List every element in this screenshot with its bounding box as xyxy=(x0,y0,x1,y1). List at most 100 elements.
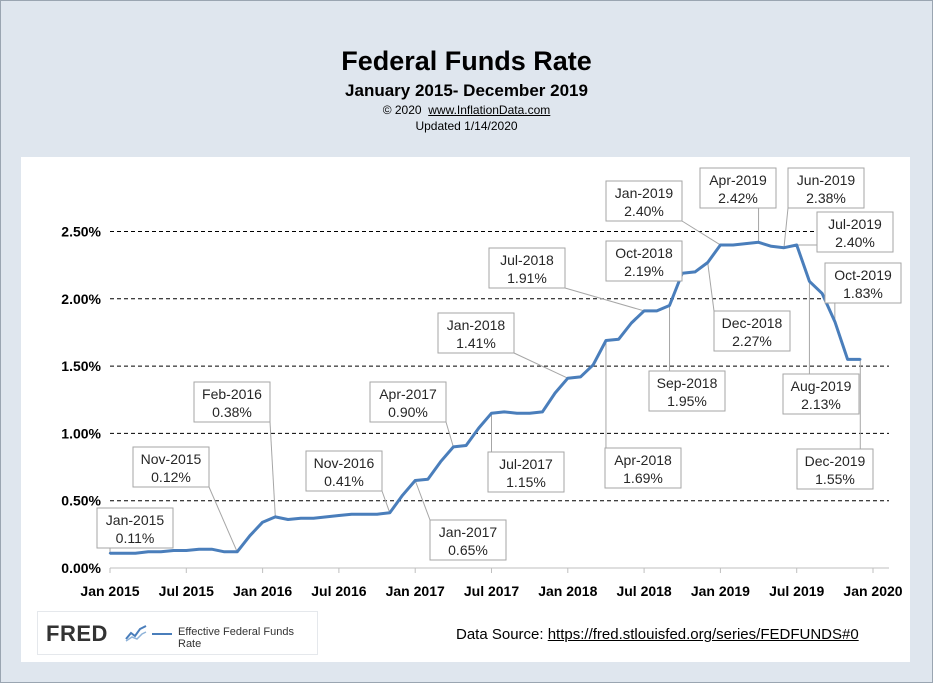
data-source-link[interactable]: https://fred.stlouisfed.org/series/FEDFU… xyxy=(547,626,859,643)
annotation-box xyxy=(824,262,902,304)
data-point xyxy=(553,391,557,395)
data-point xyxy=(515,412,519,415)
data-point xyxy=(706,261,709,264)
series-layer xyxy=(108,240,862,555)
annotation-box xyxy=(604,447,682,489)
annotation-value: 2.38% xyxy=(806,190,846,206)
data-point xyxy=(795,243,798,247)
annotation-value: 2.42% xyxy=(718,190,758,206)
fred-chart-icon xyxy=(124,623,148,643)
annotation-date: Apr-2018 xyxy=(614,452,672,468)
annotation-box xyxy=(605,240,683,282)
data-point xyxy=(541,410,544,414)
annotation-date: Nov-2016 xyxy=(314,455,375,471)
annotation-value: 0.90% xyxy=(388,404,428,420)
data-point xyxy=(604,339,608,342)
annotation-box xyxy=(699,167,777,209)
annotation-leader xyxy=(564,287,645,312)
data-point xyxy=(121,551,124,555)
annotation-value: 2.19% xyxy=(624,263,664,279)
data-point xyxy=(159,550,163,554)
data-point xyxy=(566,377,569,380)
data-point xyxy=(770,245,773,248)
x-tick-label: Jan 2016 xyxy=(233,583,292,599)
annotation-box xyxy=(96,507,174,549)
annotation-date: Oct-2018 xyxy=(615,245,673,261)
data-point xyxy=(846,358,849,361)
annotation-date: Sep-2018 xyxy=(657,375,718,391)
data-point xyxy=(235,550,239,554)
annotation-box xyxy=(429,519,507,561)
annotation-date: Oct-2019 xyxy=(834,267,892,283)
annotation-box xyxy=(787,167,865,209)
data-source: Data Source: https://fred.stlouisfed.org… xyxy=(456,626,859,643)
annotation-value: 0.38% xyxy=(212,404,252,420)
annotation-leader xyxy=(707,262,715,312)
data-point xyxy=(286,518,290,521)
annotation-leader xyxy=(513,352,569,379)
data-point xyxy=(579,375,582,379)
data-point xyxy=(630,321,633,325)
fred-legend-box: FRED Effective Federal Funds Rate xyxy=(37,611,318,655)
annotation-box xyxy=(816,211,894,253)
data-point xyxy=(528,412,531,415)
annotation-box xyxy=(193,381,271,423)
y-tick-label: 1.50% xyxy=(61,358,101,374)
annotation-date: Apr-2019 xyxy=(709,172,767,188)
x-tick-label: Jul 2019 xyxy=(769,583,824,599)
data-point xyxy=(185,549,188,552)
data-point xyxy=(299,516,302,520)
data-point xyxy=(464,444,468,447)
annotation-leader xyxy=(445,421,454,448)
plot-area: 0.00% 0.50% 1.00% 1.50% 2.00% 2.50% Jan 2015 J… xyxy=(21,157,910,662)
annotation-date: Jun-2019 xyxy=(797,172,856,188)
annotation-value: 1.41% xyxy=(456,335,496,351)
data-point xyxy=(693,270,697,274)
data-point xyxy=(108,551,112,555)
copyright-site-link[interactable]: www.InflationData.com xyxy=(428,103,551,117)
data-point xyxy=(388,511,391,515)
data-point xyxy=(477,426,480,430)
x-tick-label: Jan 2015 xyxy=(80,583,139,599)
annotation-value: 1.69% xyxy=(623,470,663,486)
data-point xyxy=(617,337,620,341)
updated-date: Updated 1/14/2020 xyxy=(415,119,518,133)
annotation-value: 2.13% xyxy=(801,396,841,412)
annotation-date: Jul-2018 xyxy=(500,252,554,268)
y-tick-label: 0.00% xyxy=(61,560,101,576)
data-point xyxy=(248,534,252,537)
annotation-callouts: Jan-2015 0.11% Nov-2015 0.12% Feb-2016 0.38% N… xyxy=(96,167,902,561)
annotation-value: 1.91% xyxy=(507,270,547,286)
data-point xyxy=(452,445,455,449)
data-point xyxy=(146,550,150,554)
data-point xyxy=(503,410,506,414)
data-point xyxy=(210,547,213,551)
data-point xyxy=(808,280,811,283)
y-tick-label: 0.50% xyxy=(61,493,101,509)
annotation-value: 2.40% xyxy=(624,203,664,219)
chart-subtitle: January 2015- December 2019 xyxy=(345,81,588,100)
data-point xyxy=(223,550,226,554)
data-point xyxy=(274,515,277,519)
annotation-value: 0.41% xyxy=(324,473,364,489)
gridlines xyxy=(110,231,889,502)
data-point xyxy=(324,515,328,519)
annotation-date: Apr-2017 xyxy=(379,386,437,402)
annotation-value: 2.27% xyxy=(732,333,772,349)
annotation-date: Nov-2015 xyxy=(141,451,202,467)
annotation-box xyxy=(305,450,383,492)
data-point xyxy=(719,243,722,247)
data-point xyxy=(363,512,366,516)
data-point xyxy=(261,521,264,524)
data-point xyxy=(337,514,341,517)
data-point xyxy=(375,512,379,516)
annotation-box xyxy=(648,370,726,412)
annotation-date: Jul-2019 xyxy=(828,216,882,232)
data-point xyxy=(350,512,353,516)
data-point xyxy=(490,412,493,415)
annotation-date: Jan-2017 xyxy=(439,524,498,540)
annotation-date: Jul-2017 xyxy=(499,456,553,472)
data-point xyxy=(820,292,824,295)
x-tick-label: Jul 2015 xyxy=(159,583,214,599)
chart-title: Federal Funds Rate xyxy=(341,46,592,76)
